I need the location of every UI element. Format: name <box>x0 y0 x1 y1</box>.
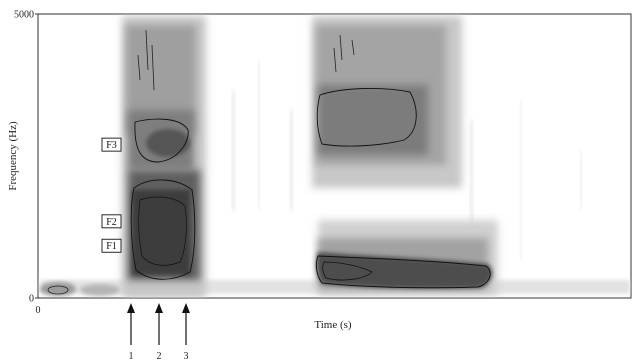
formant-label-f3: F3 <box>106 140 117 151</box>
segment-vowel <box>312 16 498 295</box>
segment-burst <box>122 16 206 298</box>
formant-label-f1: F1 <box>106 241 117 252</box>
y-axis: 0 5000 <box>14 10 38 305</box>
spectrogram-energy <box>40 16 630 298</box>
time-marker-arrowhead <box>155 303 163 313</box>
x-axis-title: Time (s) <box>314 319 352 331</box>
background-noise <box>232 60 582 260</box>
time-marker-arrowhead <box>127 303 135 313</box>
formant-label-box <box>101 137 122 152</box>
formant-label-box <box>101 214 122 229</box>
time-marker-arrowhead <box>182 303 190 313</box>
time-marker-label: 2 <box>157 351 162 362</box>
time-markers: 1 2 3 <box>127 303 190 362</box>
time-marker-label: 3 <box>184 351 189 362</box>
formant-label-f2: F2 <box>106 217 117 228</box>
y-axis-title: Frequency (Hz) <box>7 121 19 191</box>
y-tick-label: 0 <box>29 294 34 305</box>
formant-labels: F3 F2 F1 <box>101 137 122 253</box>
formant-label-box <box>101 238 122 253</box>
x-tick-label: 0 <box>36 305 41 316</box>
time-marker-label: 1 <box>129 351 134 362</box>
x-axis: 0 <box>36 305 41 316</box>
y-tick-label: 5000 <box>14 10 34 21</box>
